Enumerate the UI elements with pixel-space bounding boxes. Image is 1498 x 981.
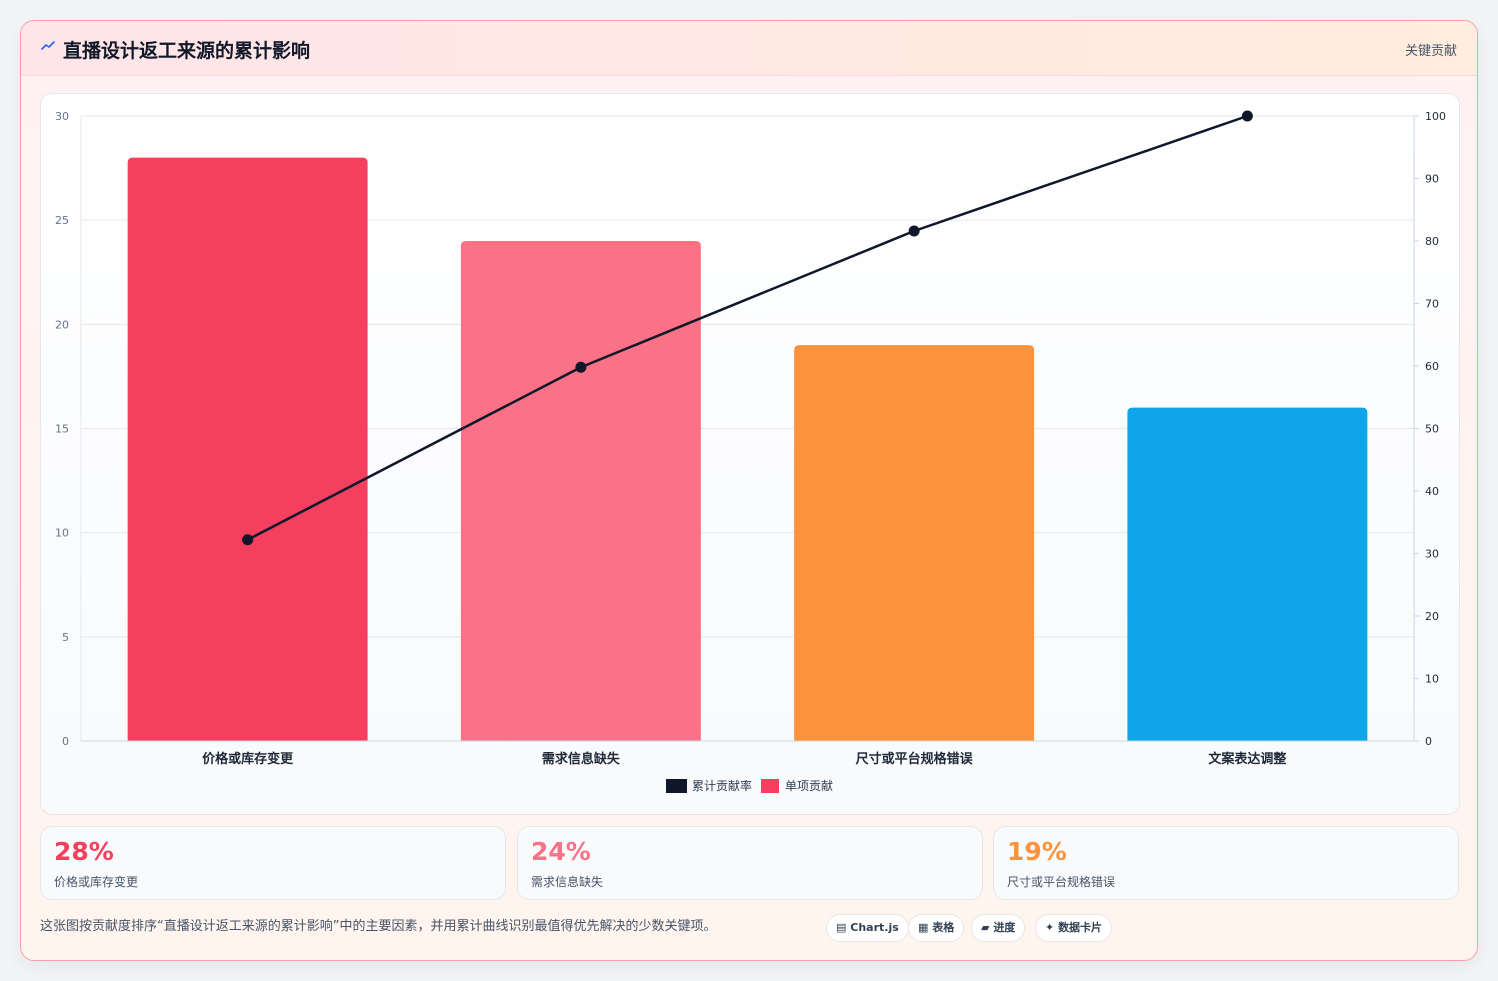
- bar: [460, 241, 701, 741]
- x-tick-label: 需求信息缺失: [542, 751, 621, 767]
- pill-table[interactable]: ▦ 表格: [908, 914, 965, 942]
- y-left-tick-label: 0: [62, 735, 69, 748]
- y-right-tick-label: 60: [1425, 360, 1439, 373]
- y-right-tick-label: 10: [1425, 673, 1439, 686]
- report-card: 直播设计返工来源的累计影响 关键贡献 0 5 10 15 20 25 30 0 10 20 30 40…: [20, 20, 1478, 961]
- line-point: [575, 361, 587, 373]
- stat-value: 24%: [531, 837, 591, 866]
- x-tick-label: 价格或库存变更: [202, 751, 294, 767]
- stat-value: 19%: [1007, 837, 1067, 866]
- y-left-tick-label: 10: [55, 527, 69, 540]
- legend-swatch: [666, 779, 687, 793]
- y-right-tick-label: 50: [1425, 423, 1439, 436]
- line-point: [908, 225, 920, 237]
- pill-label: 数据卡片: [1058, 921, 1103, 934]
- stat-card: 28% 价格或库存变更: [40, 826, 506, 900]
- sparkle-icon: ✦: [1045, 921, 1055, 934]
- y-right-tick-label: 70: [1425, 298, 1439, 311]
- y-right-tick-label: 100: [1425, 110, 1446, 123]
- legend-label: 累计贡献率: [692, 778, 752, 793]
- x-tick-label: 尺寸或平台规格错误: [856, 751, 974, 767]
- chart-panel: 0 5 10 15 20 25 30 0 10 20 30 40 50 60 70 80 90 100 价格或库存变…: [40, 93, 1460, 815]
- y-left-tick-label: 15: [55, 423, 69, 436]
- line-point: [242, 534, 254, 546]
- trend-line-icon: [41, 41, 55, 50]
- pill-chartjs[interactable]: ▤ Chart.js: [826, 914, 909, 942]
- bar: [794, 345, 1035, 741]
- pill-label: 进度: [993, 921, 1016, 934]
- pareto-chart: 0 5 10 15 20 25 30 0 10 20 30 40 50 60 70 80 90 100 价格或库存变…: [55, 110, 1446, 793]
- y-right-tick-label: 0: [1425, 735, 1432, 748]
- y-right-tick-label: 90: [1425, 173, 1439, 186]
- header-tag: 关键贡献: [1404, 44, 1457, 59]
- pill-progress[interactable]: ▰ 进度: [971, 914, 1026, 942]
- chart-caption: 这张图按贡献度排序“直播设计返工来源的累计影响”中的主要因素，并用累计曲线识别最…: [40, 919, 717, 934]
- bar: [1127, 407, 1368, 741]
- bar: [127, 157, 368, 741]
- y-left-tick-label: 5: [62, 631, 69, 644]
- y-right-tick-label: 30: [1425, 548, 1439, 561]
- stat-label: 价格或库存变更: [54, 875, 139, 889]
- y-left-tick-label: 25: [55, 214, 69, 227]
- stat-card: 19% 尺寸或平台规格错误: [993, 826, 1459, 900]
- legend-label: 单项贡献: [785, 778, 833, 793]
- pill-label: Chart.js: [850, 921, 899, 934]
- legend-swatch: [761, 779, 779, 793]
- chart-icon: ▤: [836, 921, 847, 934]
- stat-value: 28%: [54, 837, 114, 866]
- y-left-tick-label: 20: [55, 318, 69, 331]
- y-right-tick-label: 20: [1425, 610, 1439, 623]
- table-icon: ▦: [918, 921, 929, 934]
- y-left-tick-label: 30: [55, 110, 69, 123]
- stat-label: 尺寸或平台规格错误: [1007, 875, 1116, 889]
- page-title: 直播设计返工来源的累计影响: [63, 40, 311, 62]
- pill-label: 表格: [932, 921, 955, 934]
- y-right-tick-label: 80: [1425, 235, 1439, 248]
- cumulative-line: [247, 114, 1248, 541]
- stat-card: 24% 需求信息缺失: [517, 826, 983, 900]
- line-point: [1241, 110, 1253, 122]
- y-right-tick-label: 40: [1425, 485, 1439, 498]
- x-tick-label: 文案表达调整: [1208, 751, 1287, 767]
- pill-data-cards[interactable]: ✦ 数据卡片: [1035, 914, 1113, 942]
- card-header: 直播设计返工来源的累计影响 关键贡献: [21, 21, 1477, 76]
- progress-icon: ▰: [981, 921, 990, 934]
- stat-label: 需求信息缺失: [531, 875, 604, 889]
